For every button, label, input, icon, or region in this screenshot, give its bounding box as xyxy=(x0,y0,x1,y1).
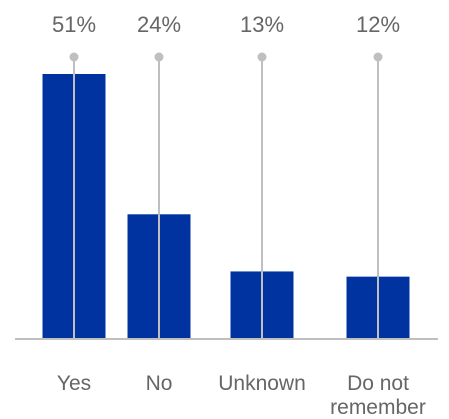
category-label-line: remember xyxy=(330,396,426,419)
leader-dot xyxy=(257,52,267,62)
category-label-line: Unknown xyxy=(218,372,306,395)
category-label: Do not remember xyxy=(330,372,426,419)
leader-lines xyxy=(73,57,379,339)
leader-lines-front xyxy=(69,52,383,339)
leader-dot xyxy=(69,52,79,62)
category-labels: Yes No Unknown Do not remember xyxy=(57,372,426,419)
data-label: 12% xyxy=(356,12,400,37)
category-label: Unknown xyxy=(218,372,306,395)
category-label: Yes xyxy=(57,372,91,395)
leader-dot xyxy=(154,52,164,62)
data-label: 13% xyxy=(240,12,284,37)
category-label-line: Yes xyxy=(57,372,91,395)
leader-dot xyxy=(373,52,383,62)
category-label-line: Do not xyxy=(347,372,409,395)
data-label: 51% xyxy=(52,12,96,37)
data-label: 24% xyxy=(137,12,181,37)
bars xyxy=(42,74,410,339)
value-labels: 51% 24% 13% 12% xyxy=(52,12,400,37)
category-label: No xyxy=(146,372,173,395)
category-label-line: No xyxy=(146,372,173,395)
